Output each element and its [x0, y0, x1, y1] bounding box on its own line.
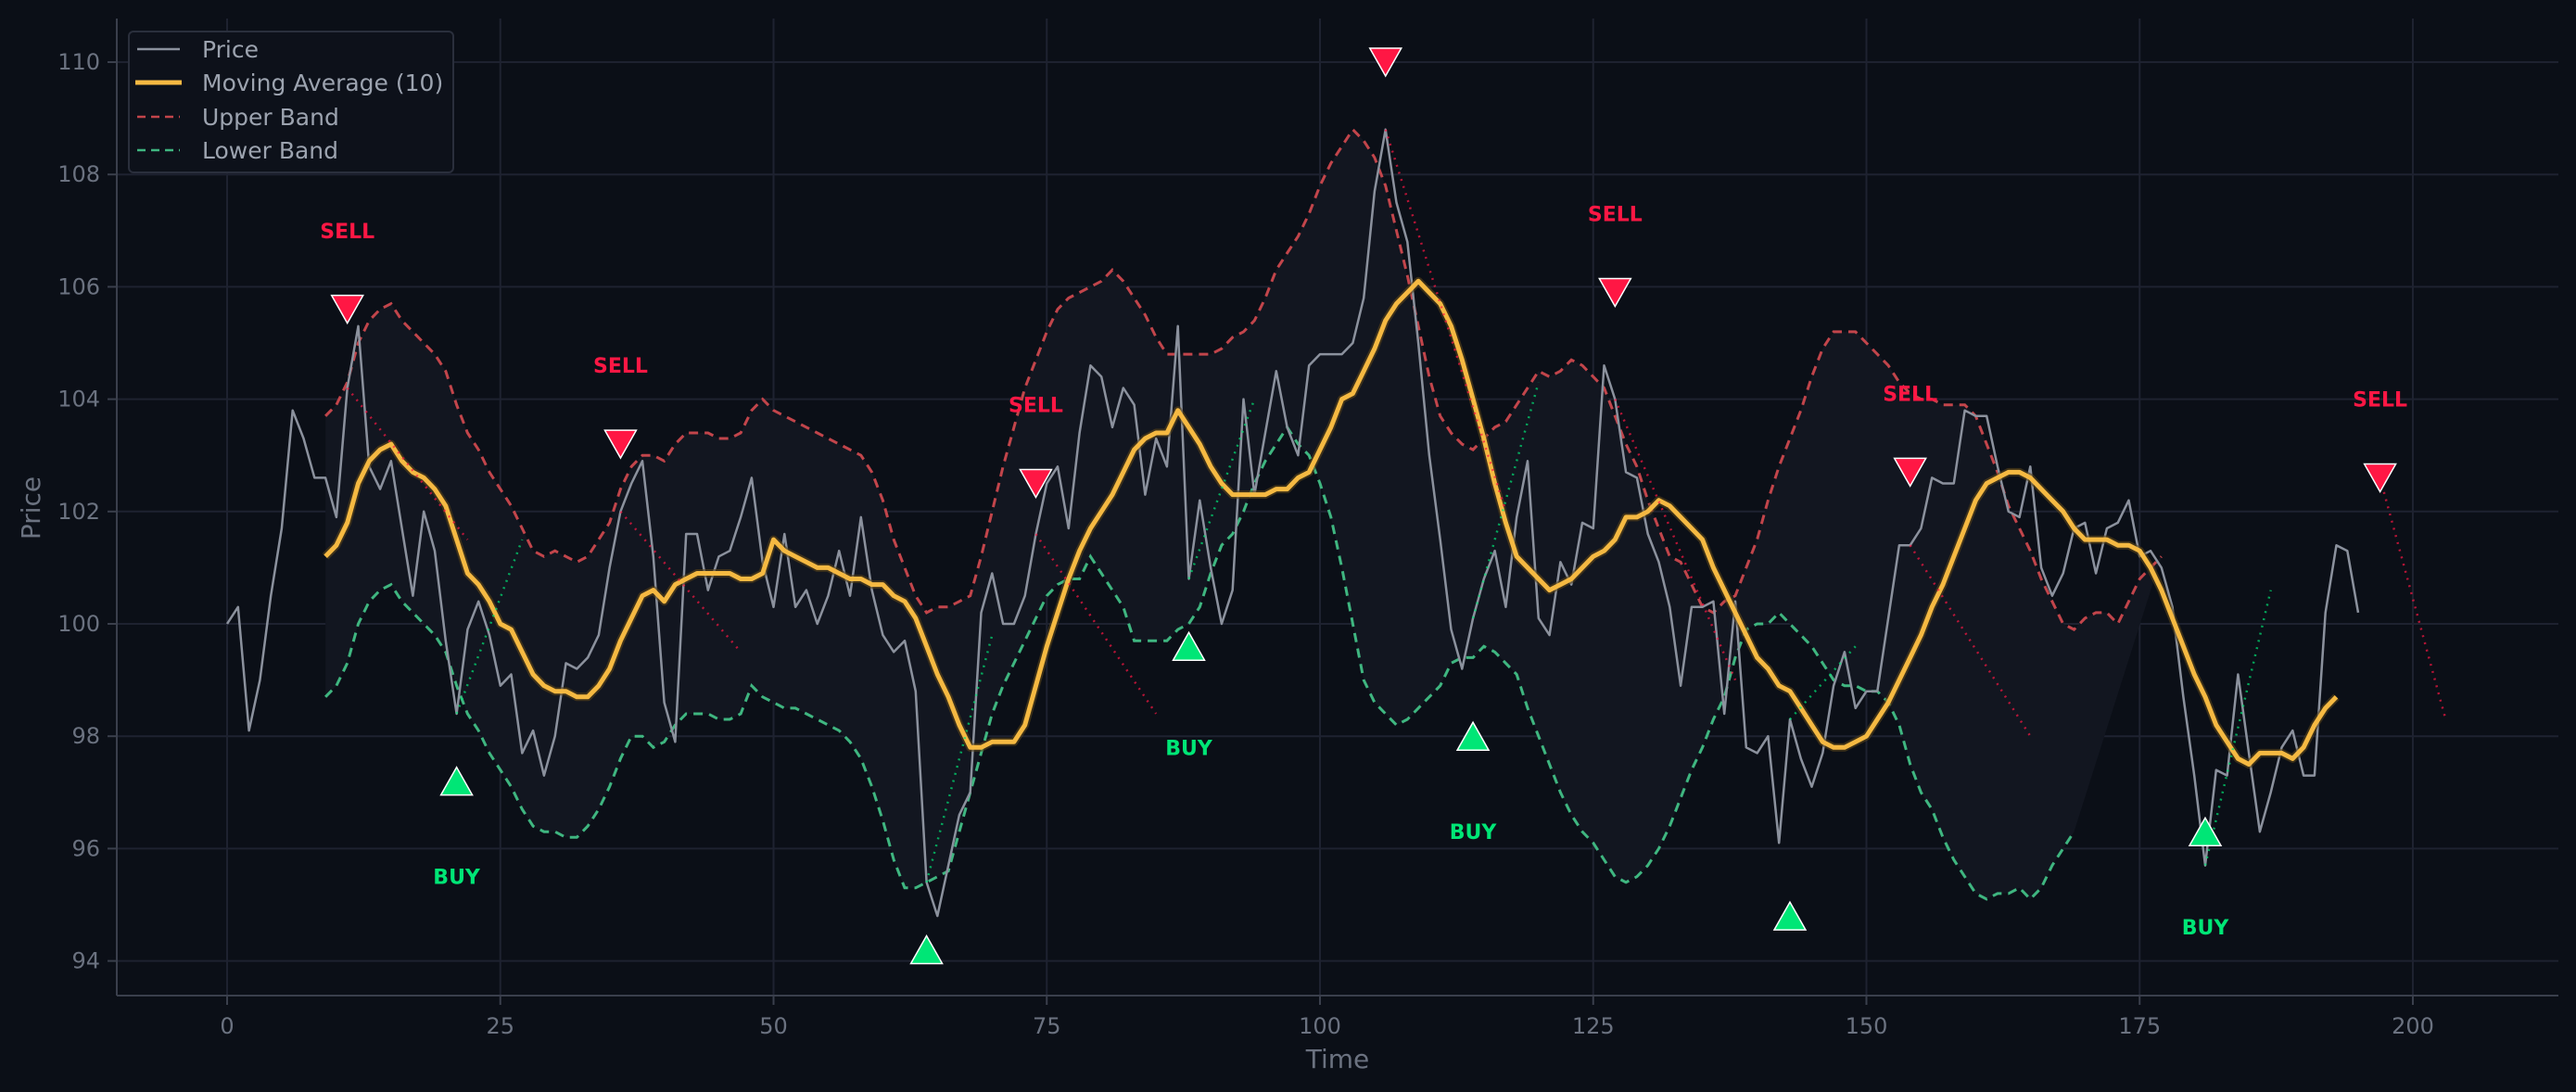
legend-price-label: Price: [202, 36, 259, 63]
ma-line: [324, 278, 2339, 767]
sell-marker-icon: [603, 429, 638, 460]
y-tick-label: 108: [57, 161, 100, 187]
x-axis-label: Time: [1305, 1044, 1370, 1074]
y-axis-label: Price: [16, 476, 46, 540]
signal-trend-line: [455, 539, 524, 715]
legend-upper-label: Upper Band: [202, 104, 339, 131]
signal-trend-line: [925, 634, 994, 883]
y-tick-label: 102: [57, 499, 100, 525]
legend-ma-label: Moving Average (10): [202, 70, 443, 96]
y-tick-label: 98: [71, 723, 100, 749]
buy-marker-icon: [1772, 900, 1808, 931]
signal-trend-line: [1789, 645, 1857, 720]
x-tick-label: 200: [2392, 1013, 2434, 1039]
buy-label: BUY: [2182, 917, 2230, 940]
signal-trend-line: [346, 387, 469, 540]
x-tick-label: 175: [2118, 1013, 2161, 1039]
sell-marker-icon: [1368, 47, 1403, 78]
lower-band-line: [324, 425, 2075, 902]
y-tick-label: 94: [71, 948, 100, 974]
buy-marker-icon: [1455, 720, 1491, 751]
price-line: [225, 128, 2360, 918]
band-area: [325, 129, 2162, 899]
signal-trend-line: [2379, 477, 2447, 720]
y-tick-label: 100: [57, 611, 100, 637]
signal-trend-line: [2203, 590, 2272, 866]
sell-label: SELL: [1588, 204, 1643, 227]
signals: SELL BUY SELL SELL BUY BUY SELL SELL BUY SELL: [320, 47, 2447, 965]
signal-trend-line: [1909, 544, 2032, 737]
buy-label: BUY: [1450, 821, 1498, 844]
buy-marker-icon: [2188, 816, 2223, 846]
sell-marker-icon: [330, 294, 364, 325]
x-tick-label: 125: [1572, 1013, 1615, 1039]
axes: 0 25 50 75 100 125 150 175 200 94 96 98 100 102 104 106…: [57, 19, 2558, 1039]
x-tick-label: 0: [220, 1013, 234, 1039]
x-tick-label: 100: [1299, 1013, 1341, 1039]
buy-label: BUY: [433, 867, 481, 890]
signal-trend-line: [619, 510, 742, 654]
buy-marker-icon: [909, 933, 944, 965]
x-tick-label: 150: [1846, 1013, 1888, 1039]
upper-band-line: [324, 127, 2163, 631]
series-lines: [225, 127, 2360, 918]
buy-marker-icon: [439, 766, 474, 796]
sell-label: SELL: [2353, 389, 2407, 413]
legend-box: [128, 31, 454, 173]
y-tick-label: 106: [57, 273, 100, 299]
sell-marker-icon: [1019, 468, 1053, 500]
legend-lower-label: Lower Band: [202, 137, 338, 164]
sell-marker-icon: [2363, 463, 2397, 493]
buy-label: BUY: [1165, 737, 1213, 760]
x-tick-label: 75: [1033, 1013, 1061, 1039]
legend: Price Moving Average (10) Upper Band Low…: [128, 31, 454, 173]
band-fill: [325, 129, 2162, 899]
sell-label: SELL: [593, 355, 648, 378]
sell-label: SELL: [320, 221, 374, 244]
sell-label: SELL: [1009, 395, 1063, 418]
y-tick-label: 96: [71, 835, 100, 861]
sell-marker-icon: [1893, 457, 1927, 488]
signal-trend-line: [1384, 129, 1507, 513]
sell-marker-icon: [1598, 277, 1632, 308]
buy-marker-icon: [1172, 630, 1206, 661]
sell-label: SELL: [1883, 384, 1937, 407]
x-tick-label: 50: [759, 1013, 788, 1039]
x-tick-label: 25: [486, 1013, 514, 1039]
y-tick-label: 104: [57, 387, 100, 413]
y-tick-label: 110: [57, 49, 100, 75]
